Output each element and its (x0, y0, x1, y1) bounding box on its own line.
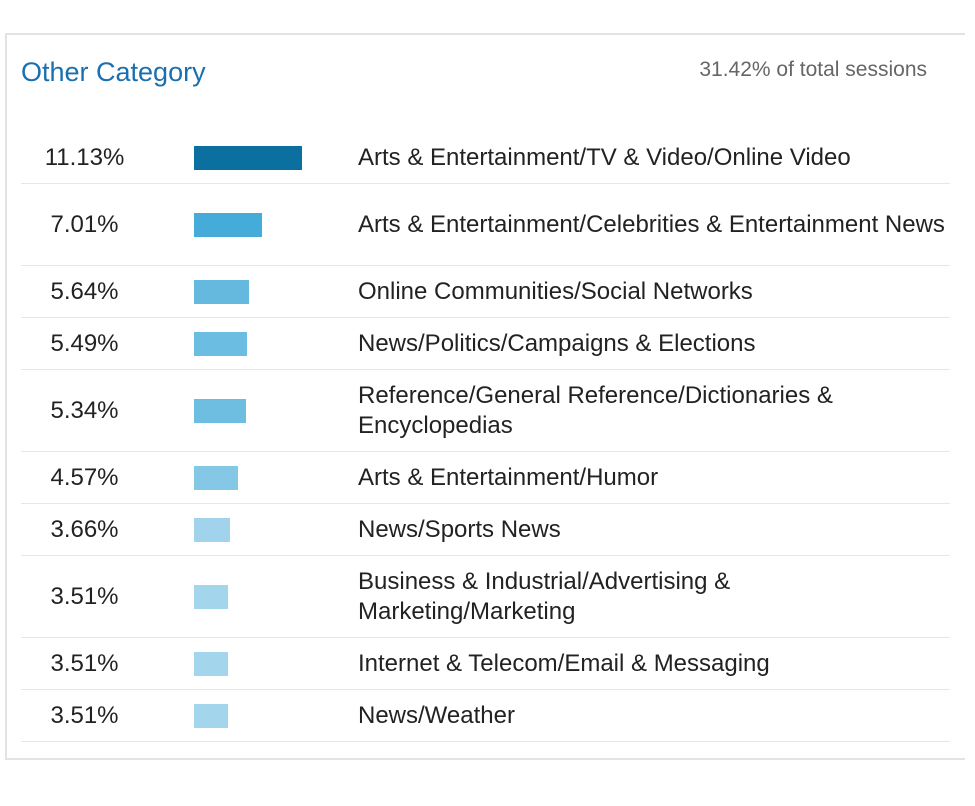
category-label: News/Politics/Campaigns & Elections (358, 329, 756, 357)
percent-label: 3.51% (50, 701, 119, 729)
card-title: Other Category (21, 57, 206, 87)
category-bar (194, 703, 228, 728)
category-label: News/Weather (358, 701, 515, 729)
percent-label: 5.64% (50, 277, 119, 305)
category-label: Arts & Entertainment/Celebrities & Enter… (358, 210, 945, 238)
category-label: Arts & Entertainment/Humor (358, 463, 659, 491)
category-row: 5.64% Online Communities/Social Networks (21, 266, 950, 318)
category-bar (194, 145, 302, 170)
category-bar (194, 279, 249, 304)
percent-label: 3.51% (50, 582, 119, 610)
category-row: 3.66% News/Sports News (21, 504, 950, 556)
percent-label: 3.66% (50, 515, 119, 543)
category-bar (194, 212, 262, 237)
category-bar (194, 584, 228, 609)
category-row: 5.49% News/Politics/Campaigns & Elections (21, 318, 950, 370)
percent-label: 11.13% (44, 143, 125, 171)
category-label: Reference/General Reference/Dictionaries… (358, 381, 833, 439)
category-bar (194, 517, 230, 542)
category-bar (194, 651, 228, 676)
category-row: 3.51% Internet & Telecom/Email & Messagin… (21, 638, 950, 690)
category-label: Internet & Telecom/Email & Messaging (358, 649, 770, 677)
category-row: 3.51% Business & Industrial/Advertising &… (21, 556, 950, 638)
sessions-share-text: 31.42% of total sessions (699, 58, 927, 81)
category-row: 11.13% Arts & Entertainment/TV & Video/On… (21, 132, 950, 184)
category-bar-list: 11.13% Arts & Entertainment/TV & Video/On… (21, 132, 950, 742)
category-row: 7.01% Arts & Entertainment/Celebrities & … (21, 184, 950, 266)
percent-label: 5.34% (50, 396, 119, 424)
percent-label: 4.57% (50, 463, 119, 491)
category-bar (194, 331, 247, 356)
other-category-card: Other Category 31.42% of total sessions … (5, 33, 965, 760)
category-label: News/Sports News (358, 515, 561, 543)
percent-label: 5.49% (50, 329, 119, 357)
category-label: Arts & Entertainment/TV & Video/Online V… (358, 143, 851, 171)
category-row: 5.34% Reference/General Reference/Diction… (21, 370, 950, 452)
percent-label: 3.51% (50, 649, 119, 677)
percent-label: 7.01% (50, 210, 119, 238)
category-label: Online Communities/Social Networks (358, 277, 753, 305)
category-label: Business & Industrial/Advertising & Mark… (358, 567, 731, 625)
category-row: 3.51% News/Weather (21, 690, 950, 742)
category-bar (194, 398, 246, 423)
category-bar (194, 465, 238, 490)
category-row: 4.57% Arts & Entertainment/Humor (21, 452, 950, 504)
